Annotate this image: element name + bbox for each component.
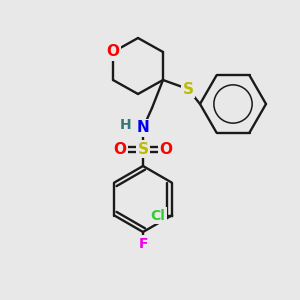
Text: O: O <box>106 44 119 59</box>
Text: S: S <box>182 82 194 97</box>
Text: H: H <box>120 118 132 132</box>
Text: O: O <box>113 142 127 157</box>
Text: F: F <box>138 237 148 251</box>
Text: Cl: Cl <box>150 208 165 223</box>
Text: S: S <box>137 142 148 157</box>
Text: O: O <box>160 142 172 157</box>
Text: N: N <box>136 121 149 136</box>
